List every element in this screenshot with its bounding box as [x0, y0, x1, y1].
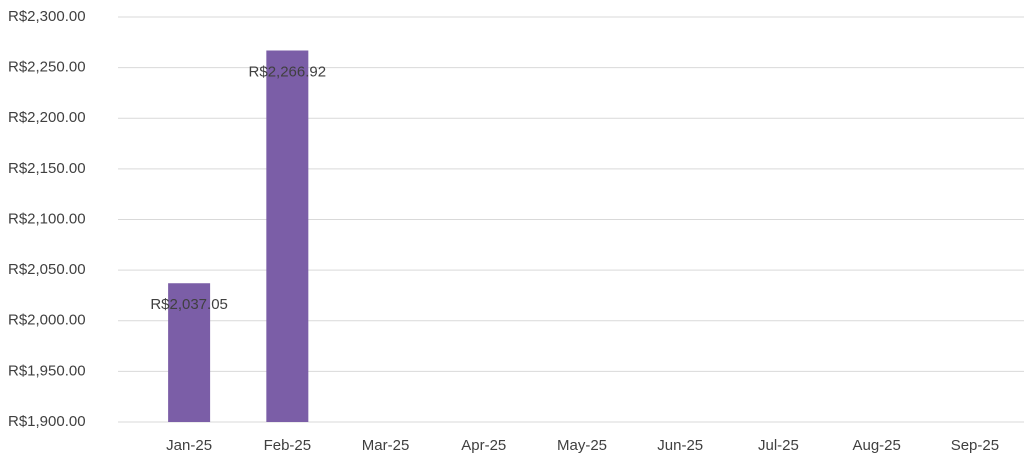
y-tick-label: R$2,100.00 [8, 210, 86, 227]
x-tick-label: Mar-25 [362, 437, 410, 454]
x-tick-label: Feb-25 [264, 437, 312, 454]
chart: R$1,900.00 R$1,950.00 R$2,000.00 R$2,050.00… [0, 0, 1024, 463]
value-label: R$2,037.05 [150, 296, 228, 313]
y-tick-label: R$2,000.00 [8, 312, 86, 329]
x-tick-label: Jul-25 [758, 437, 799, 454]
y-tick-label: R$2,050.00 [8, 261, 86, 278]
x-tick-label: Aug-25 [852, 437, 900, 454]
x-tick-label: Apr-25 [461, 437, 506, 454]
x-tick-label: Jan-25 [166, 437, 212, 454]
y-tick-label: R$2,250.00 [8, 59, 86, 76]
x-tick-label: May-25 [557, 437, 607, 454]
x-tick-label: Jun-25 [657, 437, 703, 454]
y-tick-label: R$1,900.00 [8, 413, 86, 430]
y-tick-label: R$2,150.00 [8, 160, 86, 177]
y-tick-label: R$1,950.00 [8, 362, 86, 379]
y-tick-label: R$2,300.00 [8, 8, 86, 25]
x-tick-label: Sep-25 [951, 437, 999, 454]
bar [266, 50, 308, 422]
value-label: R$2,266.92 [249, 63, 327, 80]
y-tick-label: R$2,200.00 [8, 109, 86, 126]
